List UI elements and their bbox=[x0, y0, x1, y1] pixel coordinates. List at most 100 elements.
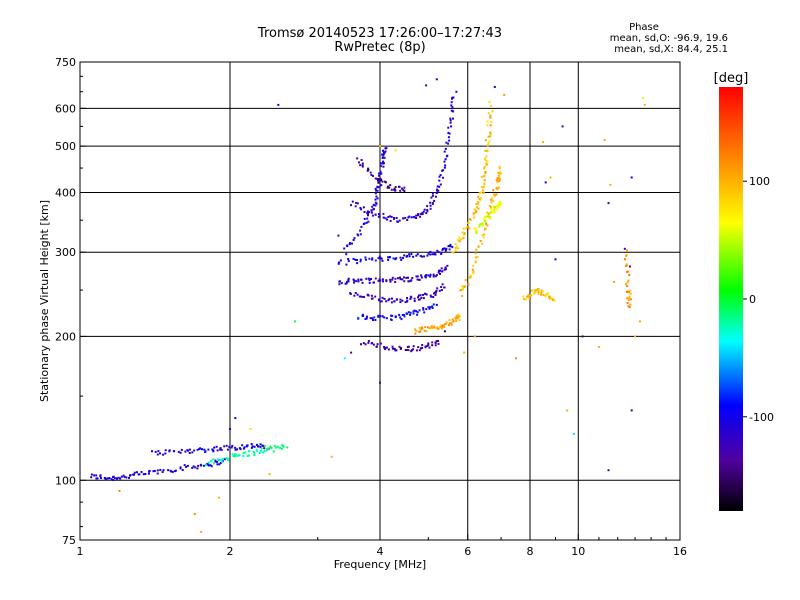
data-point bbox=[480, 191, 482, 193]
data-point bbox=[478, 246, 480, 248]
data-point bbox=[437, 326, 439, 328]
data-point bbox=[244, 451, 246, 453]
data-point bbox=[438, 343, 440, 345]
data-point bbox=[429, 276, 431, 278]
data-point bbox=[495, 193, 497, 195]
data-point bbox=[425, 212, 427, 214]
data-point bbox=[491, 121, 493, 123]
data-point bbox=[464, 232, 466, 234]
y-tick-label: 75 bbox=[62, 534, 76, 547]
data-point bbox=[395, 316, 397, 318]
data-point bbox=[420, 347, 422, 349]
data-point bbox=[380, 165, 382, 167]
data-point bbox=[625, 283, 627, 285]
data-point bbox=[462, 285, 464, 287]
data-point bbox=[338, 283, 340, 285]
data-point bbox=[406, 349, 408, 351]
data-point bbox=[445, 323, 447, 325]
data-point bbox=[498, 205, 500, 207]
data-point bbox=[209, 464, 211, 466]
data-point bbox=[394, 278, 396, 280]
data-point bbox=[91, 474, 93, 476]
data-point bbox=[355, 292, 357, 294]
data-point bbox=[444, 161, 446, 163]
data-point bbox=[451, 324, 453, 326]
data-point bbox=[239, 447, 241, 449]
data-point bbox=[213, 462, 215, 464]
data-point bbox=[417, 311, 419, 313]
data-point bbox=[422, 294, 424, 296]
data-point bbox=[378, 216, 380, 218]
data-point bbox=[419, 331, 421, 333]
data-point bbox=[362, 314, 364, 316]
data-point bbox=[136, 471, 138, 473]
data-point bbox=[455, 243, 457, 245]
data-point bbox=[538, 293, 540, 295]
data-point bbox=[261, 448, 263, 450]
data-point bbox=[485, 228, 487, 230]
data-point bbox=[112, 479, 114, 481]
data-point bbox=[408, 346, 410, 348]
data-point bbox=[377, 316, 379, 318]
data-point bbox=[218, 497, 220, 499]
data-point bbox=[439, 273, 441, 275]
data-point bbox=[371, 295, 373, 297]
data-point bbox=[149, 470, 151, 472]
data-point bbox=[473, 217, 475, 219]
data-point bbox=[456, 319, 458, 321]
data-point bbox=[445, 148, 447, 150]
data-point bbox=[360, 233, 362, 235]
data-point bbox=[474, 208, 476, 210]
data-point bbox=[430, 208, 432, 210]
data-point bbox=[430, 274, 432, 276]
data-point bbox=[277, 104, 279, 106]
data-point bbox=[375, 260, 377, 262]
data-point bbox=[294, 320, 296, 322]
data-point bbox=[582, 335, 584, 337]
data-point bbox=[487, 143, 489, 145]
data-point bbox=[483, 192, 485, 194]
data-point bbox=[428, 253, 430, 255]
data-point bbox=[360, 226, 362, 228]
data-point bbox=[452, 118, 454, 120]
data-point bbox=[386, 347, 388, 349]
data-point bbox=[241, 444, 243, 446]
data-point bbox=[433, 274, 435, 276]
data-point bbox=[403, 276, 405, 278]
data-point bbox=[424, 326, 426, 328]
data-point bbox=[482, 189, 484, 191]
data-point bbox=[487, 161, 489, 163]
data-point bbox=[449, 118, 451, 120]
data-point bbox=[485, 155, 487, 157]
data-point bbox=[461, 295, 463, 297]
data-point bbox=[404, 217, 406, 219]
data-point bbox=[107, 477, 109, 479]
data-point bbox=[393, 257, 395, 259]
data-point bbox=[157, 454, 159, 456]
data-point bbox=[413, 216, 415, 218]
data-point bbox=[400, 278, 402, 280]
data-point bbox=[399, 220, 401, 222]
data-point bbox=[477, 208, 479, 210]
data-point bbox=[463, 352, 465, 354]
data-point bbox=[441, 326, 443, 328]
data-point bbox=[485, 139, 487, 141]
data-point bbox=[451, 106, 453, 108]
data-point bbox=[443, 326, 445, 328]
data-point bbox=[386, 317, 388, 319]
data-point bbox=[551, 297, 553, 299]
data-point bbox=[441, 328, 443, 330]
data-point bbox=[407, 280, 409, 282]
data-point bbox=[494, 212, 496, 214]
data-point bbox=[362, 165, 364, 167]
data-point bbox=[444, 330, 446, 332]
data-point bbox=[375, 214, 377, 216]
colorbar-ticks: 1000-100 bbox=[743, 175, 774, 424]
data-point bbox=[382, 213, 384, 215]
data-point bbox=[628, 274, 630, 276]
data-point bbox=[194, 466, 196, 468]
data-point bbox=[485, 171, 487, 173]
data-point bbox=[381, 181, 383, 183]
data-point bbox=[627, 302, 629, 304]
data-point bbox=[376, 345, 378, 347]
